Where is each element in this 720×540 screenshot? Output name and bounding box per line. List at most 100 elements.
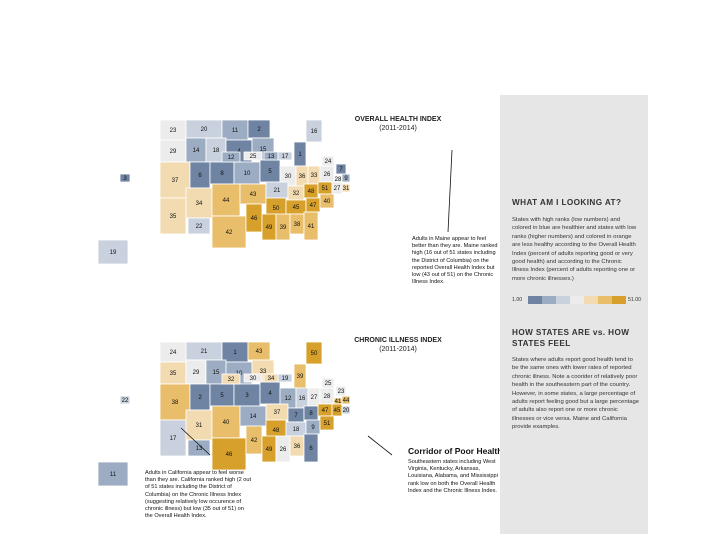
state-rank-label: 23 (338, 389, 345, 395)
state-tile: 45 (331, 403, 343, 417)
state-tile: 1 (221, 341, 249, 363)
state-rank-label: 51 (324, 421, 331, 427)
state-shape (303, 433, 319, 463)
state-rank-label: 19 (282, 376, 289, 382)
state-tile: 41 (333, 397, 343, 405)
state-rank-label: 20 (343, 408, 350, 414)
state-tile: 19 (97, 239, 129, 265)
state-rank-label: 14 (193, 148, 200, 154)
state-tile: 29 (159, 139, 187, 163)
state-tile: 28 (319, 387, 335, 405)
state-rank-label: 26 (280, 447, 287, 453)
state-tile: 2 (247, 119, 271, 139)
state-tile: 43 (239, 183, 267, 205)
state-rank-label: 19 (110, 250, 117, 256)
state-tile: 1 (293, 141, 307, 167)
state-tile: 25 (243, 151, 263, 161)
state-shape (211, 183, 241, 217)
state-tile: 44 (211, 183, 241, 217)
state-rank-label: 16 (311, 129, 318, 135)
state-shape (341, 173, 351, 183)
state-rank-label: 27 (311, 395, 318, 401)
state-rank-label: 11 (232, 128, 239, 134)
state-rank-label: 1 (298, 152, 302, 158)
sidebar-panel (500, 95, 648, 534)
maine-annotation: Adults in Maine appear to feel better th… (412, 236, 498, 286)
state-tile: 22 (187, 217, 211, 235)
state-rank-label: 37 (274, 410, 281, 416)
state-rank-label: 23 (170, 128, 177, 134)
state-tile: 17 (159, 419, 187, 457)
state-tile: 38 (289, 213, 305, 235)
state-tile: 13 (263, 151, 279, 161)
state-rank-label: 33 (260, 369, 267, 375)
state-rank-label: 2 (198, 395, 202, 401)
state-shape (97, 461, 129, 487)
state-rank-label: 51 (322, 186, 329, 192)
state-tile: 3 (233, 383, 261, 407)
state-tile: 22 (119, 395, 131, 405)
state-rank-label: 34 (196, 201, 203, 207)
state-tile: 27 (307, 387, 321, 407)
state-shape (341, 183, 351, 193)
state-rank-label: 15 (213, 370, 220, 376)
state-rank-label: 31 (196, 423, 203, 429)
state-shape (277, 151, 293, 161)
state-tile: 50 (305, 341, 323, 365)
state-rank-label: 50 (273, 206, 280, 212)
state-tile: 16 (295, 387, 309, 409)
state-rank-label: 5 (268, 169, 272, 175)
state-tile: 49 (261, 213, 277, 241)
state-shape (119, 173, 131, 183)
state-tile: 49 (261, 435, 277, 463)
state-tile: 45 (285, 199, 307, 215)
state-tile: 8 (303, 405, 319, 421)
state-rank-label: 13 (268, 154, 275, 160)
state-rank-label: 35 (170, 214, 177, 220)
state-rank-label: 49 (266, 225, 273, 231)
state-tile: 6 (303, 433, 319, 463)
state-tile: 51 (317, 181, 333, 195)
state-rank-label: 25 (325, 381, 332, 387)
state-rank-label: 17 (170, 436, 177, 442)
legend-max-label: 51.00 (628, 297, 641, 303)
state-tile: 39 (293, 363, 307, 389)
overall-title-text: OVERALL HEALTH INDEX (354, 116, 442, 123)
state-tile: 32 (221, 373, 241, 385)
state-tile: 47 (305, 197, 321, 213)
state-rank-label: 28 (335, 177, 342, 183)
state-rank-label: 22 (196, 224, 203, 230)
state-shape (119, 395, 131, 405)
state-rank-label: 11 (110, 472, 117, 478)
state-shape (341, 395, 351, 405)
state-shape (277, 373, 293, 383)
state-rank-label: 3 (245, 393, 249, 399)
state-rank-label: 14 (250, 414, 257, 420)
california-annotation: Adults in California appear to feel wors… (145, 470, 252, 520)
state-tile: 10 (233, 161, 261, 185)
state-shape (319, 193, 335, 209)
state-shape (303, 211, 319, 241)
sidebar-text-what: States with high ranks (low numbers) and… (512, 217, 637, 282)
state-tile: 26 (275, 435, 291, 463)
state-tile: 24 (159, 341, 187, 363)
state-rank-label: 44 (343, 398, 350, 404)
state-rank-label: 20 (201, 127, 208, 133)
overall-health-map: 2320112162914184151376810530363326353444… (97, 119, 351, 265)
state-rank-label: 12 (228, 155, 235, 161)
state-shape (159, 419, 187, 457)
state-rank-label: 36 (294, 444, 301, 450)
state-tile: 36 (289, 435, 305, 457)
state-tile: 28 (333, 175, 343, 183)
state-rank-label: 5 (220, 393, 224, 399)
state-shape (185, 409, 213, 441)
state-rank-label: 29 (193, 370, 200, 376)
state-rank-label: 45 (334, 408, 341, 414)
state-rank-label: 18 (213, 148, 220, 154)
state-rank-label: 36 (299, 174, 306, 180)
state-rank-label: 22 (122, 398, 129, 404)
state-rank-label: 8 (220, 171, 224, 177)
state-tile: 13 (187, 439, 211, 457)
state-rank-label: 41 (335, 399, 342, 405)
